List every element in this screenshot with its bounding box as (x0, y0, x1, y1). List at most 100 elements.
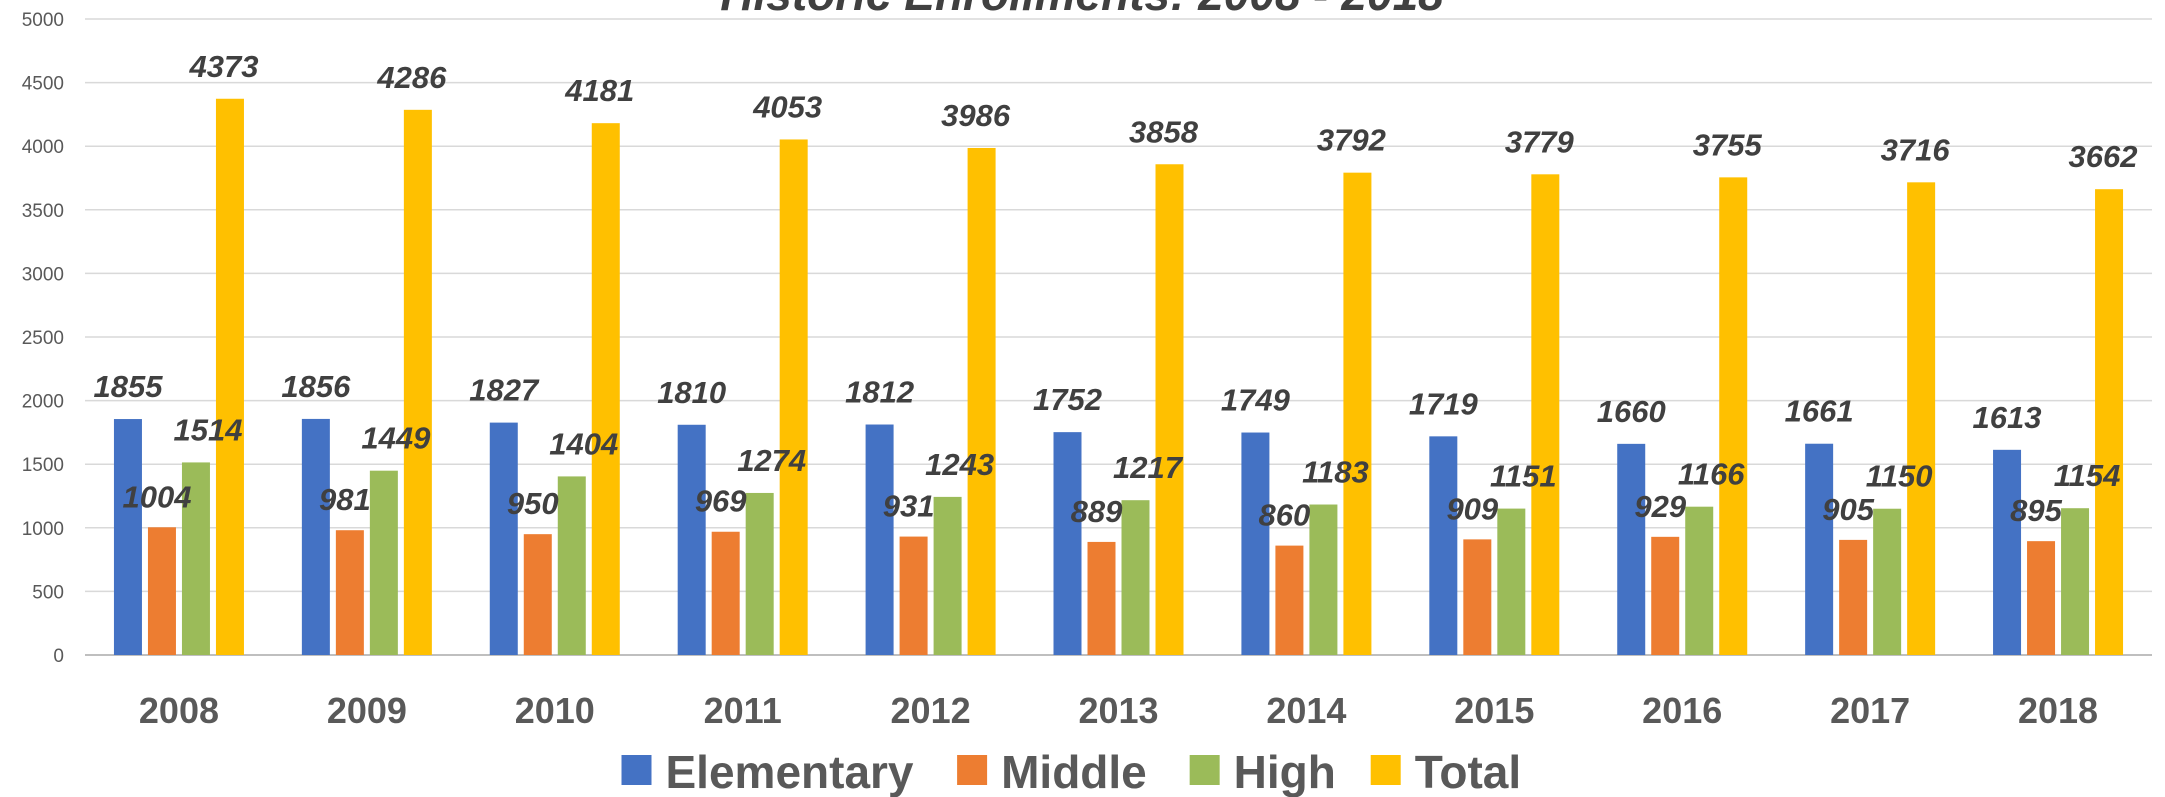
bar-total-2013 (1155, 164, 1184, 656)
bar-total-2015 (1531, 174, 1560, 655)
bar-elementary-2017 (1805, 443, 1834, 655)
data-label-high-2014: 1183 (1302, 455, 1369, 490)
y-tick-label: 1500 (22, 455, 64, 476)
bar-elementary-2013 (1053, 432, 1082, 655)
chart-title: Historic Enrollments: 2008 - 2018 (720, 0, 1444, 20)
x-tick-label: 2018 (2018, 690, 2098, 731)
data-label-elementary-2018: 1613 (1973, 400, 2042, 435)
data-label-middle-2014: 860 (1259, 498, 1311, 533)
bar-middle-2017 (1839, 539, 1868, 655)
y-tick-label: 500 (32, 582, 64, 603)
data-label-middle-2011: 969 (695, 484, 747, 519)
bar-elementary-2018 (1993, 449, 2022, 655)
legend-label-elementary: Elementary (666, 746, 914, 797)
y-tick-label: 3500 (22, 201, 64, 222)
data-label-high-2009: 1449 (361, 421, 431, 456)
data-label-total-2015: 3779 (1505, 124, 1575, 159)
y-tick-label: 2500 (22, 328, 64, 349)
y-tick-label: 4500 (22, 74, 64, 95)
bars (113, 98, 2124, 656)
legend-swatch-elementary (621, 755, 652, 785)
data-label-high-2012: 1243 (925, 447, 994, 482)
data-label-middle-2017: 905 (1822, 492, 1874, 527)
bar-elementary-2011 (677, 424, 706, 655)
bar-elementary-2015 (1429, 436, 1458, 655)
bar-elementary-2009 (301, 418, 330, 655)
data-label-high-2016: 1166 (1678, 457, 1745, 492)
data-label-high-2013: 1217 (1113, 450, 1184, 485)
data-label-elementary-2011: 1810 (657, 375, 726, 410)
y-tick-label: 1000 (22, 519, 64, 540)
y-tick-label: 0 (53, 646, 64, 667)
x-tick-label: 2010 (515, 690, 595, 731)
x-tick-label: 2015 (1454, 690, 1534, 731)
data-label-total-2009: 4286 (376, 60, 447, 95)
x-tick-label: 2014 (1266, 690, 1346, 731)
bar-middle-2016 (1651, 536, 1680, 655)
x-axis: 2008 2009 2010 2011 2012 2013 2014 2015 2016 2017… (139, 690, 2098, 731)
bar-high-2011 (745, 492, 774, 655)
bar-high-2013 (1121, 500, 1150, 655)
bar-middle-2015 (1463, 539, 1492, 655)
bar-high-2008 (181, 462, 210, 655)
x-tick-label: 2013 (1078, 690, 1158, 731)
bar-middle-2010 (523, 534, 552, 655)
bar-middle-2014 (1275, 545, 1304, 655)
legend-swatch-high (1189, 755, 1220, 785)
data-label-total-2008: 4373 (188, 49, 258, 84)
bar-elementary-2012 (865, 424, 894, 655)
bar-high-2012 (933, 496, 962, 655)
bar-middle-2018 (2027, 541, 2056, 655)
bar-middle-2013 (1087, 541, 1116, 655)
data-label-total-2011: 4053 (752, 89, 822, 124)
bar-elementary-2016 (1617, 443, 1646, 655)
bar-high-2009 (369, 470, 398, 655)
y-tick-label: 5000 (22, 10, 64, 31)
bar-total-2014 (1343, 172, 1372, 655)
x-tick-label: 2012 (891, 690, 971, 731)
bar-total-2008 (215, 98, 244, 656)
bar-total-2009 (403, 109, 432, 655)
data-label-elementary-2013: 1752 (1033, 382, 1102, 417)
legend-label-high: High (1234, 746, 1336, 797)
data-label-middle-2016: 929 (1634, 489, 1686, 524)
data-label-total-2016: 3755 (1693, 127, 1763, 162)
bar-elementary-2014 (1241, 432, 1270, 655)
y-tick-label: 4000 (22, 137, 64, 158)
x-tick-label: 2008 (139, 690, 219, 731)
data-label-middle-2012: 931 (883, 489, 935, 524)
data-label-elementary-2015: 1719 (1409, 386, 1479, 421)
data-label-high-2010: 1404 (549, 426, 618, 461)
bar-high-2014 (1309, 504, 1338, 655)
data-label-elementary-2017: 1661 (1785, 394, 1854, 429)
bar-total-2010 (591, 123, 620, 655)
bar-total-2018 (2095, 189, 2124, 655)
data-label-total-2013: 3858 (1129, 114, 1199, 149)
legend-swatch-middle (957, 755, 988, 785)
bar-high-2017 (1873, 508, 1902, 655)
data-label-elementary-2012: 1812 (845, 375, 914, 410)
bar-total-2016 (1719, 177, 1748, 655)
legend-label-total: Total (1415, 746, 1521, 797)
data-label-high-2018: 1154 (2054, 458, 2121, 493)
data-label-elementary-2010: 1827 (469, 373, 540, 408)
bar-high-2018 (2061, 508, 2090, 655)
bar-total-2011 (779, 139, 808, 656)
bar-high-2015 (1497, 508, 1526, 655)
data-label-middle-2008: 1004 (122, 479, 191, 514)
data-label-total-2017: 3716 (1881, 132, 1951, 167)
data-label-total-2018: 3662 (2069, 139, 2138, 174)
bar-elementary-2010 (489, 422, 518, 655)
data-label-middle-2009: 981 (319, 482, 371, 517)
bar-middle-2012 (899, 536, 928, 655)
data-label-middle-2018: 895 (2010, 493, 2062, 528)
bar-middle-2009 (335, 530, 364, 655)
data-label-middle-2010: 950 (507, 486, 559, 521)
legend-label-middle: Middle (1001, 746, 1147, 797)
data-label-elementary-2008: 1855 (93, 369, 163, 404)
data-label-middle-2015: 909 (1446, 491, 1498, 526)
bar-elementary-2008 (113, 419, 142, 655)
legend: Elementary Middle High Total (621, 746, 1521, 797)
y-tick-label: 3000 (22, 264, 64, 285)
